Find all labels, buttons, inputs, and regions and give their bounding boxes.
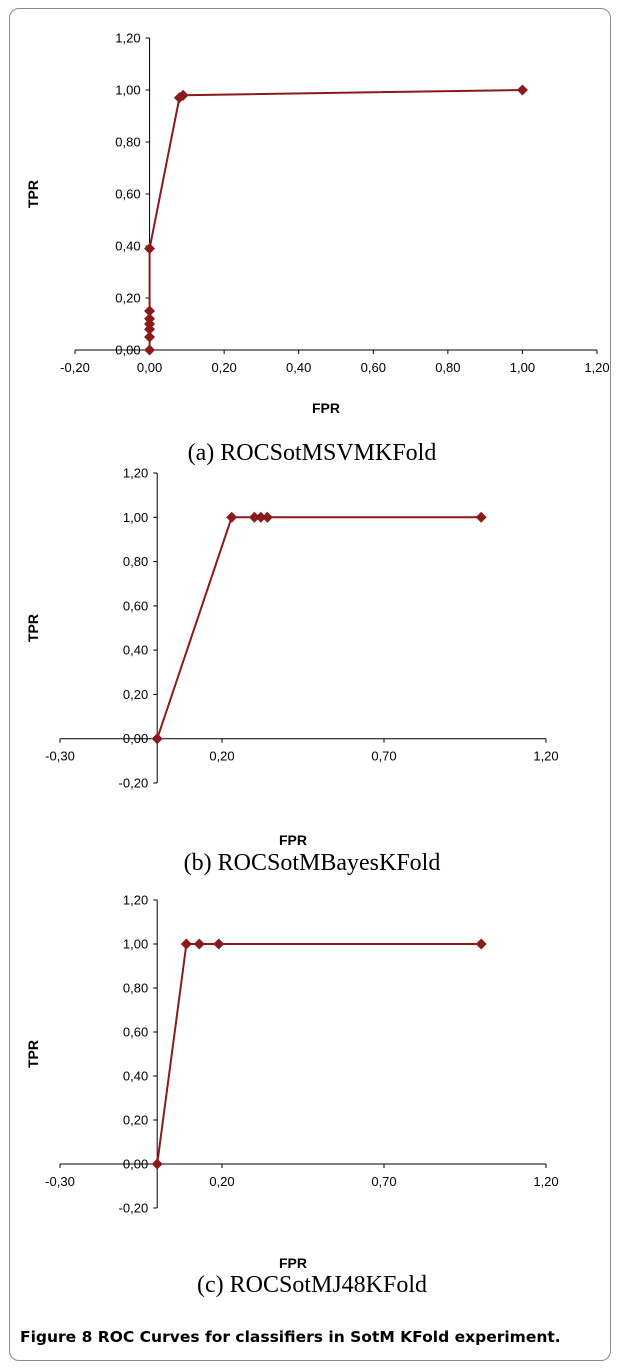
chart-2-y-tick-label: 0,80	[123, 554, 148, 569]
chart-2-y-tick-label: -0,20	[119, 776, 149, 791]
chart-3-y-tick-label: 1,20	[123, 893, 148, 908]
chart-1-y-tick-label: 0,20	[115, 291, 140, 306]
chart-3-data-point	[213, 938, 225, 950]
chart-3-y-tick-label: 0,20	[123, 1113, 148, 1128]
chart-1-x-tick-label: 1,20	[584, 360, 609, 375]
chart-3-y-tick-label: 0,80	[123, 981, 148, 996]
chart-2-data-point	[226, 511, 238, 523]
chart-2-x-axis-label: FPR	[279, 832, 307, 848]
chart-3-x-tick-label: -0,30	[45, 1174, 75, 1189]
roc-figure: 0,00 0,20 0,40 0,60 0,80 1,00 1,20 -0,20 0,00 0,2…	[25, 31, 610, 1299]
chart-3-data-point	[180, 938, 192, 950]
chart-2-data-point	[475, 511, 487, 523]
chart-1-series-line	[148, 89, 523, 350]
chart-1-data-point	[144, 243, 156, 255]
chart-1-x-tick-label: 0,80	[435, 360, 460, 375]
chart-1-y-tick-label: 1,20	[115, 31, 140, 46]
chart-2-y-tick-label: 0,00	[123, 731, 148, 746]
chart-2-data-point	[248, 511, 260, 523]
chart-2-y-tick-label: 0,60	[123, 598, 148, 613]
chart-1-data-point	[177, 89, 189, 101]
chart-3-y-tick-label: 0,40	[123, 1069, 148, 1084]
chart-1-x-tick-label: 0,60	[361, 360, 386, 375]
chart-3-y-tick-label: 0,00	[123, 1157, 148, 1172]
chart-3-data-point	[193, 938, 205, 950]
chart-3-x-tick-label: 0,70	[371, 1174, 396, 1189]
figure-caption: Figure 8 ROC Curves for classifiers in S…	[20, 1328, 610, 1346]
chart-2-y-tick-label: 0,40	[123, 643, 148, 658]
chart-2-y-axis-label: TPR	[25, 614, 41, 642]
chart-1-x-tick-label: 1,00	[510, 360, 535, 375]
chart-1-y-tick-label: 0,00	[115, 343, 140, 358]
chart-1-y-axis-label: TPR	[25, 180, 41, 208]
chart-2-x-tick-label: 0,20	[209, 749, 234, 764]
chart-1-y-tick-label: 1,00	[115, 83, 140, 98]
chart-1-y-tick-label: 0,40	[115, 239, 140, 254]
chart-2-series-line	[156, 516, 482, 740]
chart-3-y-tick-label: 1,00	[123, 937, 148, 952]
chart-1-x-tick-label: 0,40	[286, 360, 311, 375]
chart-1-subcaption: (a) ROCSotMSVMKFold	[188, 440, 437, 466]
chart-2-y-tick-label: 1,00	[123, 510, 148, 525]
chart-3-y-tick-label: -0,20	[119, 1201, 149, 1216]
chart-3-y-axis-label: TPR	[25, 1040, 41, 1068]
chart-3-x-tick-label: 1,20	[533, 1174, 558, 1189]
chart-2-data-point	[261, 511, 273, 523]
chart-1-x-tick-label: 0,00	[137, 360, 162, 375]
chart-2-data-point	[151, 733, 163, 745]
chart-2-subcaption: (b) ROCSotMBayesKFold	[184, 850, 441, 876]
chart-1-y-tick-label: 0,80	[115, 135, 140, 150]
chart-1-y-tick-label: 0,60	[115, 187, 140, 202]
figure-caption-label: Figure 8	[20, 1328, 93, 1346]
chart-1-x-tick-label: 0,20	[211, 360, 236, 375]
chart-1-x-axis-label: FPR	[312, 400, 340, 416]
figure-frame	[9, 8, 611, 1361]
chart-3-y-tick-label: 0,60	[123, 1025, 148, 1040]
chart-1-data-point	[144, 305, 156, 317]
chart-3-series-line	[156, 943, 482, 1165]
chart-2-x-tick-label: -0,30	[45, 749, 75, 764]
chart-1-x-tick-label: -0,20	[60, 360, 90, 375]
figure-caption-text: ROC Curves for classifiers in SotM KFold…	[97, 1328, 561, 1346]
chart-3-subcaption: (c) ROCSotMJ48KFold	[197, 1272, 427, 1298]
chart-3-x-tick-label: 0,20	[209, 1174, 234, 1189]
chart-1-data-point	[144, 331, 156, 343]
chart-2-data-point	[255, 511, 267, 523]
chart-1-data-point	[144, 344, 156, 356]
chart-1-data-point	[516, 84, 528, 96]
chart-3-data-point	[475, 938, 487, 950]
chart-2-y-tick-label: 0,20	[123, 687, 148, 702]
chart-3-x-axis-label: FPR	[279, 1255, 307, 1271]
chart-2-y-tick-label: 1,20	[123, 466, 148, 481]
chart-2-x-tick-label: 0,70	[371, 749, 396, 764]
chart-1-data-point	[144, 313, 156, 325]
chart-2-x-tick-label: 1,20	[533, 749, 558, 764]
chart-3-data-point	[151, 1158, 163, 1170]
